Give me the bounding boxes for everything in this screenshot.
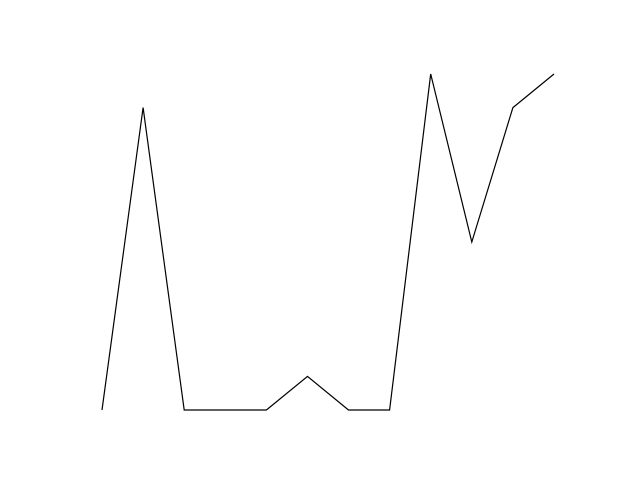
points-group <box>102 74 554 410</box>
series-group <box>101 73 555 411</box>
series-line-0 <box>101 73 555 411</box>
